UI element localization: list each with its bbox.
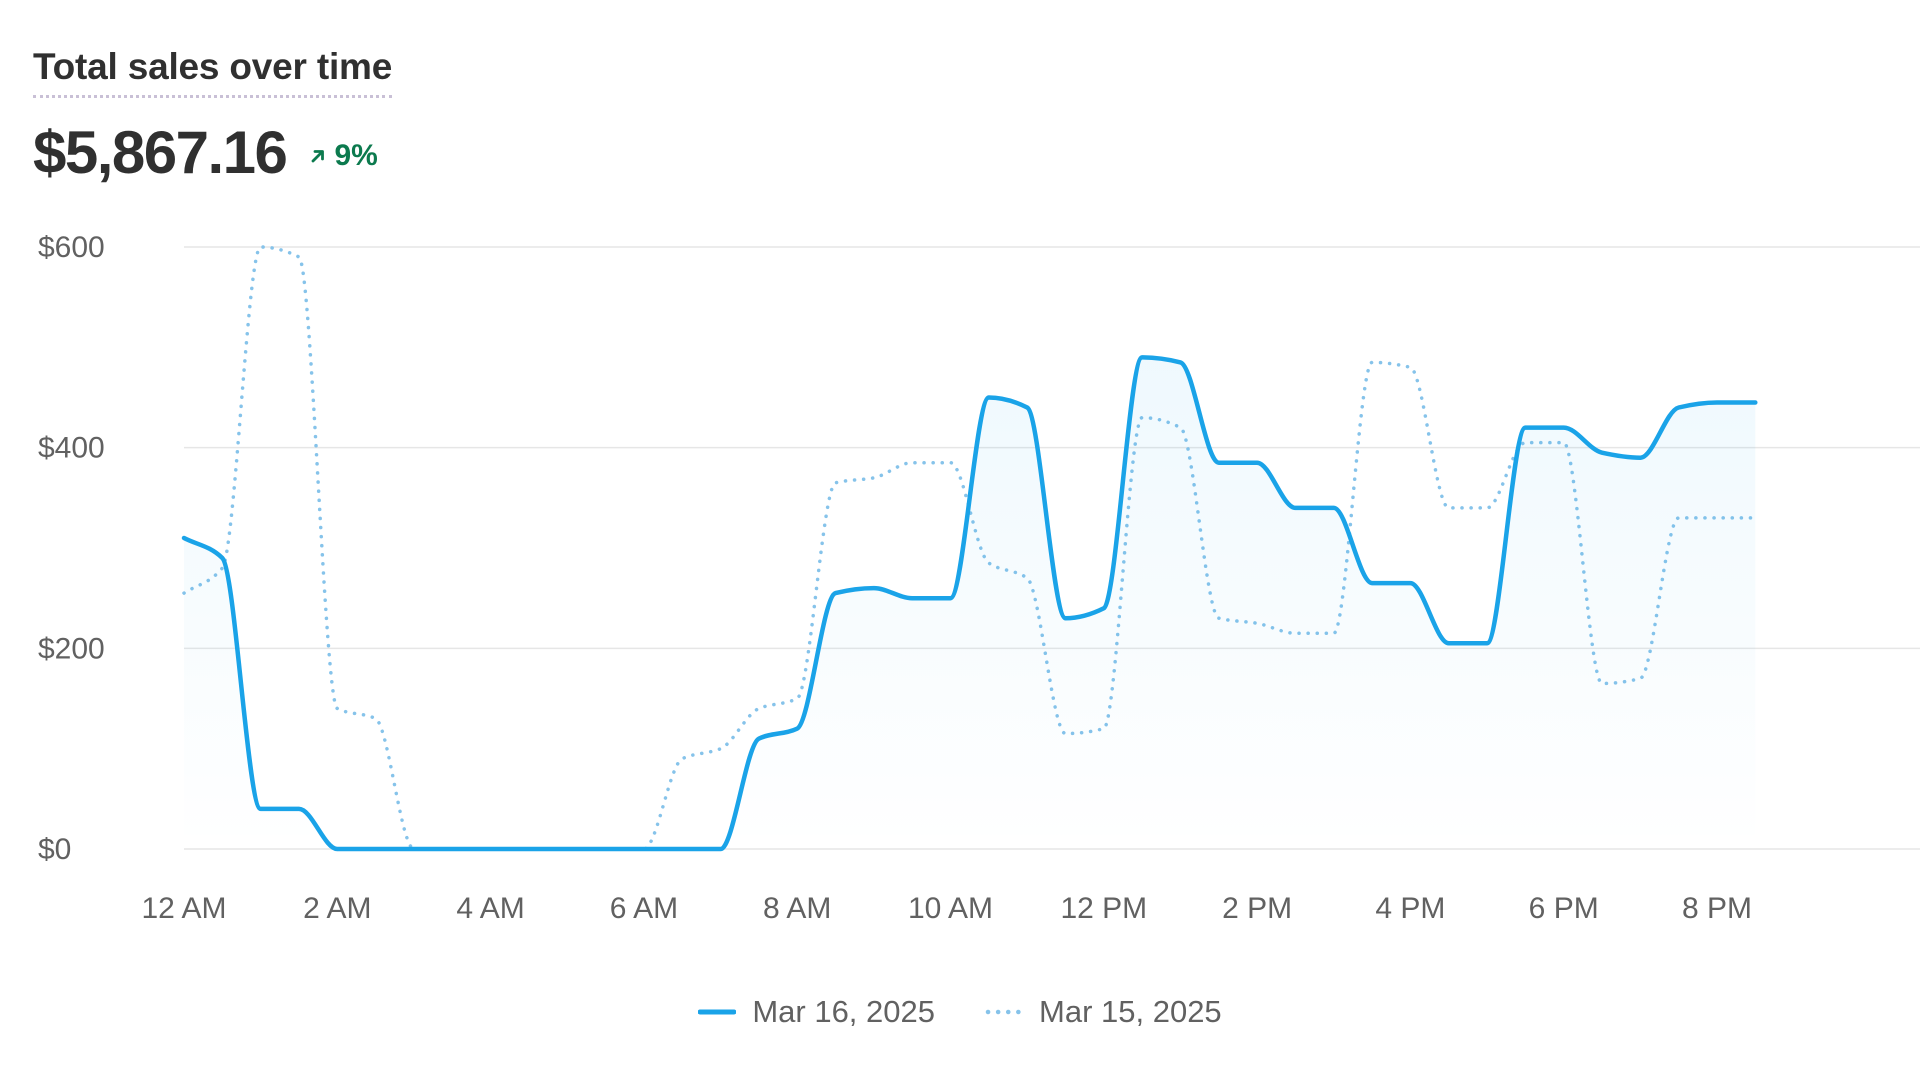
- x-tick-label: 6 AM: [610, 892, 678, 925]
- total-sales-value: $5,867.16: [33, 119, 288, 186]
- x-tick-label: 8 PM: [1682, 892, 1752, 925]
- series-layer: [181, 245, 1758, 852]
- solid-line-swatch-icon: [698, 1009, 737, 1015]
- card-title[interactable]: Total sales over time: [33, 46, 392, 98]
- y-axis: $0 $200 $400 $600: [38, 231, 105, 866]
- y-tick-label: $400: [38, 432, 105, 465]
- y-tick-label: $200: [38, 632, 105, 665]
- x-axis: 12 AM 2 AM 4 AM 6 AM 8 AM 10 AM 12 PM 2 PM 4 PM 6…: [141, 892, 1752, 925]
- metric-row: $5,867.16 9%: [33, 118, 378, 187]
- y-tick-label: $600: [38, 231, 105, 264]
- x-tick-label: 10 AM: [908, 892, 993, 925]
- x-tick-label: 6 PM: [1529, 892, 1599, 925]
- delta-badge: 9%: [310, 138, 378, 173]
- arrow-up-right-icon: [312, 149, 325, 162]
- legend-item-previous[interactable]: Mar 15, 2025: [985, 994, 1222, 1030]
- x-tick-label: 2 AM: [303, 892, 371, 925]
- series-area-current: [184, 357, 1756, 849]
- legend-item-current[interactable]: Mar 16, 2025: [698, 994, 935, 1030]
- y-tick-label: $0: [38, 833, 71, 866]
- delta-value: 9%: [334, 138, 378, 172]
- x-tick-label: 2 PM: [1222, 892, 1292, 925]
- x-tick-label: 12 AM: [141, 892, 226, 925]
- x-tick-label: 4 AM: [456, 892, 524, 925]
- x-tick-label: 4 PM: [1375, 892, 1445, 925]
- dotted-line-swatch-icon: [985, 1009, 1023, 1015]
- x-tick-label: 8 AM: [763, 892, 831, 925]
- series-line-current[interactable]: [181, 355, 1758, 852]
- legend-label-previous: Mar 15, 2025: [1039, 994, 1222, 1029]
- legend-label-current: Mar 16, 2025: [752, 994, 935, 1029]
- x-tick-label: 12 PM: [1060, 892, 1147, 925]
- chart-legend: Mar 16, 2025 Mar 15, 2025: [0, 994, 1920, 1030]
